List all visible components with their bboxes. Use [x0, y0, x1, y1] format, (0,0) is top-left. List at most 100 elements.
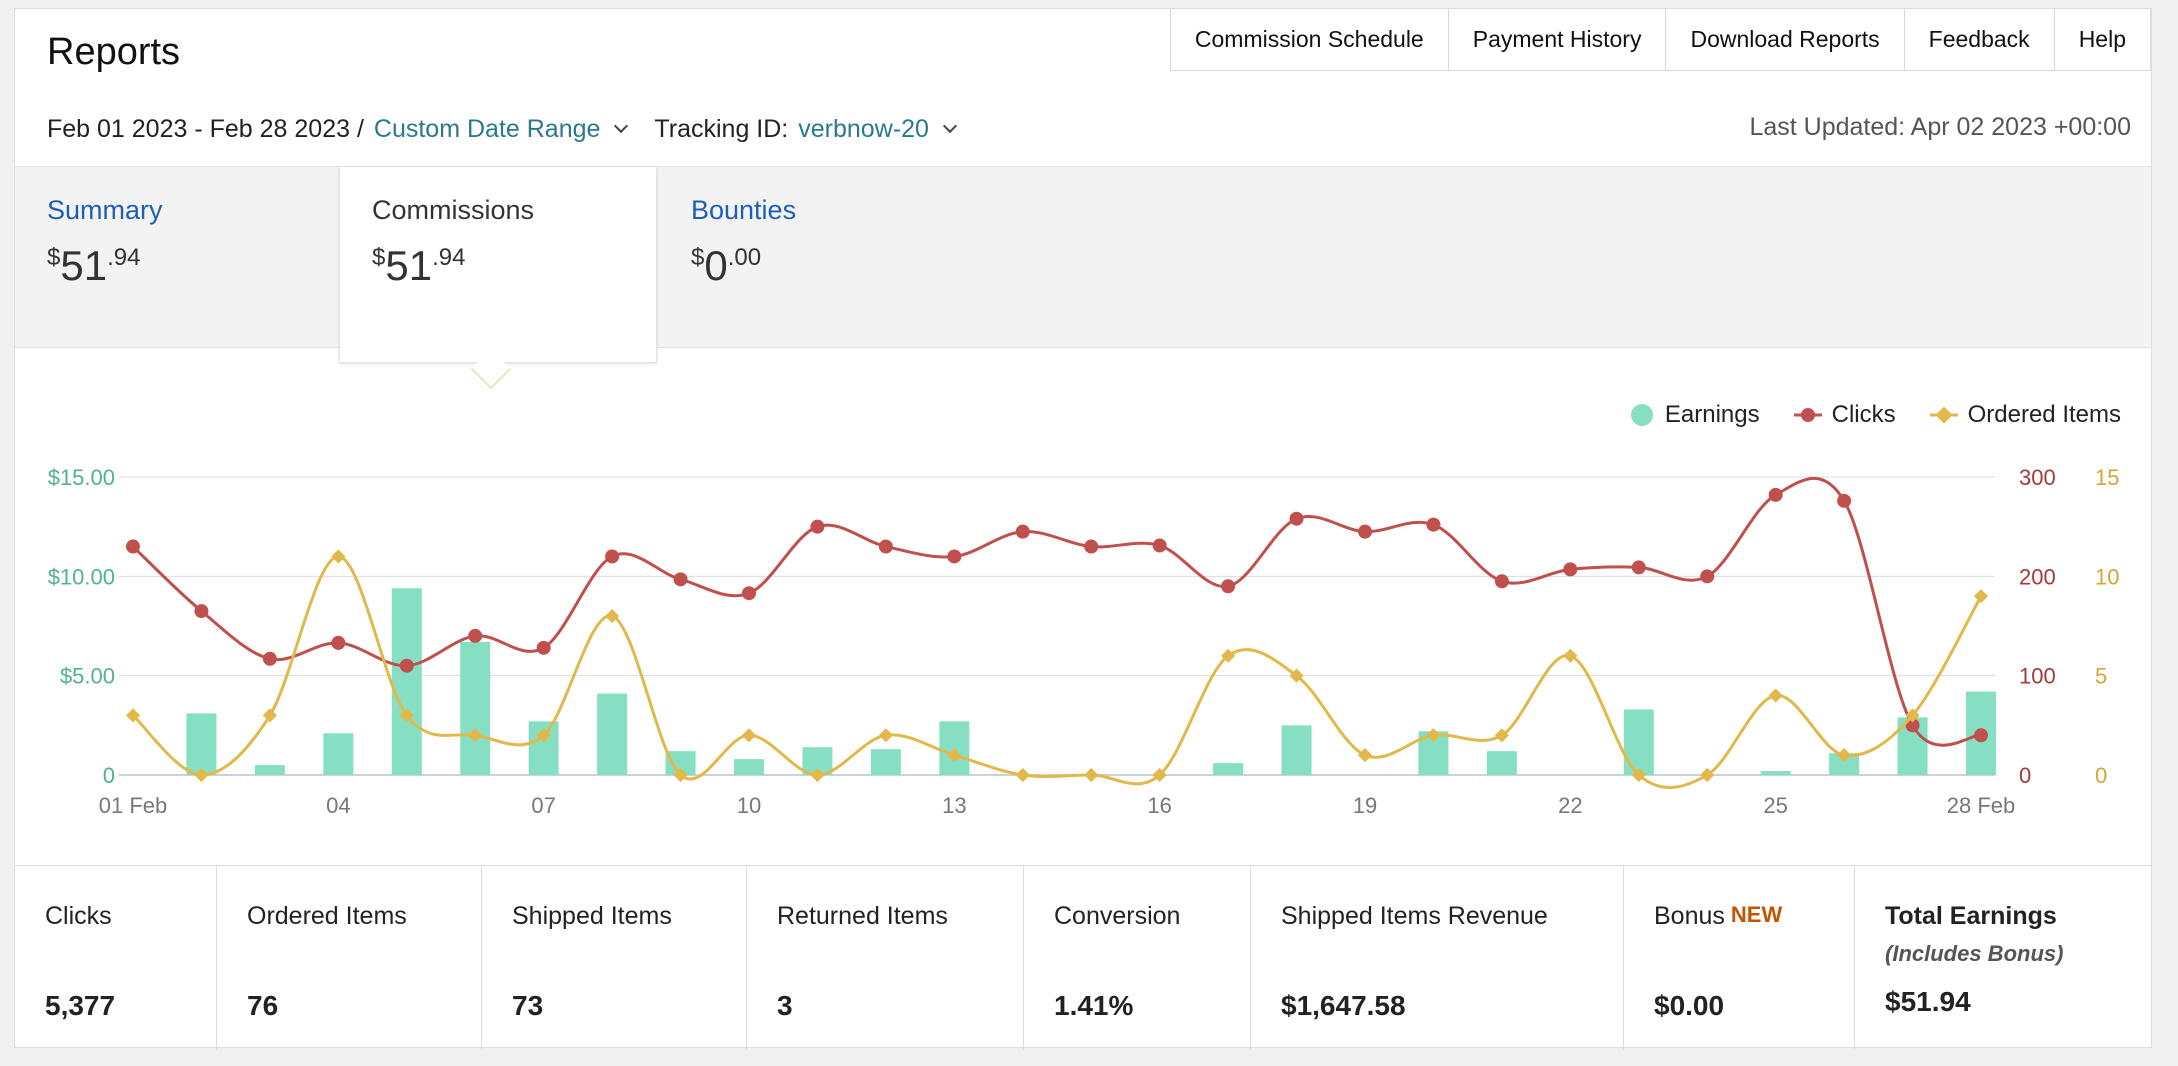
ordered-items-point	[1563, 648, 1578, 663]
stat-value: 5,377	[45, 990, 116, 1021]
clicks-point	[605, 549, 620, 564]
commissions-amount: $51.94	[372, 242, 466, 289]
clicks-point	[262, 651, 277, 666]
clicks-point	[947, 549, 962, 564]
y-tick-label-ordered: 15	[2095, 465, 2119, 490]
y-tick-label-left: $10.00	[48, 564, 115, 589]
top-nav: Commission Schedule Payment History Down…	[1169, 9, 2151, 71]
ordered-items-point	[810, 767, 825, 783]
earnings-bar	[391, 588, 422, 775]
clicks-point	[810, 519, 825, 534]
ordered-items-point	[1700, 767, 1715, 783]
ordered-items-point	[1631, 767, 1646, 783]
x-tick-label: 28 Feb	[1947, 793, 2016, 818]
ordered-items-point	[194, 767, 209, 783]
tracking-id-label: Tracking ID:	[654, 114, 789, 143]
stat-note: (Includes Bonus)	[1885, 941, 2064, 966]
stat-value: $51.94	[1885, 986, 1971, 1017]
earnings-bar	[870, 749, 901, 775]
clicks-point	[194, 604, 209, 619]
legend-ordered-items-label: Ordered Items	[1967, 401, 2121, 428]
stat-value: $1,647.58	[1281, 990, 1406, 1021]
clicks-line-icon	[1793, 408, 1822, 422]
clicks-point	[1768, 487, 1783, 502]
reports-panel: Reports Commission Schedule Payment Hist…	[14, 8, 2152, 1050]
stat-shipped-items-revenue: Shipped Items Revenue $1,647.58	[1251, 866, 1624, 1050]
y-tick-label-left: $5.00	[60, 664, 115, 689]
stat-returned-items: Returned Items 3	[747, 866, 1024, 1050]
chevron-down-icon[interactable]	[942, 118, 957, 134]
stat-value: 1.41%	[1054, 990, 1134, 1021]
ordered-items-line	[131, 554, 1983, 790]
clicks-point	[536, 640, 551, 655]
stat-total-earnings: Total Earnings (Includes Bonus) $51.94	[1855, 866, 2151, 1050]
date-range-dropdown[interactable]: Custom Date Range	[373, 114, 601, 143]
legend-earnings[interactable]: Earnings	[1629, 401, 1760, 429]
tab-bounties[interactable]: Bounties $0.00	[659, 167, 828, 349]
ordered-items-point	[878, 728, 893, 743]
x-tick-label: 16	[1147, 793, 1171, 818]
ordered-items-line-icon	[1929, 406, 1958, 424]
report-tabs: Summary $51.94 Commissions $51.94 Bounti…	[15, 166, 2151, 363]
earnings-bar	[1213, 763, 1244, 775]
clicks-point	[1974, 728, 1988, 743]
tab-commissions[interactable]: Commissions $51.94	[339, 167, 657, 363]
clicks-point	[1631, 560, 1646, 575]
x-tick-label: 22	[1558, 793, 1582, 818]
clicks-point	[1837, 493, 1852, 508]
earnings-bar	[597, 693, 628, 775]
clicks-point	[1358, 524, 1372, 539]
stat-value: 76	[247, 990, 279, 1021]
x-tick-label: 19	[1353, 793, 1377, 818]
stat-value: 73	[512, 990, 544, 1021]
stat-label: Conversion	[1054, 902, 1181, 930]
legend-clicks-label: Clicks	[1831, 401, 1896, 428]
stat-ordered-items: Ordered Items 76	[217, 866, 482, 1050]
stat-label: Clicks	[45, 902, 112, 930]
clicks-point	[1426, 517, 1441, 532]
stat-bonus: Bonus NEW $0.00	[1624, 866, 1855, 1050]
earnings-bar	[460, 641, 491, 775]
y-tick-label-ordered: 5	[2095, 664, 2107, 689]
earnings-bar	[1281, 725, 1312, 775]
ordered-items-point	[1905, 708, 1920, 723]
stat-conversion: Conversion 1.41%	[1024, 866, 1251, 1050]
ordered-items-point	[1426, 728, 1441, 743]
clicks-point	[399, 658, 414, 673]
legend-ordered-items[interactable]: Ordered Items	[1929, 401, 2121, 429]
ordered-items-point	[1152, 767, 1167, 783]
clicks-point	[1152, 538, 1167, 553]
clicks-point	[1015, 524, 1030, 539]
ordered-items-point	[468, 728, 483, 743]
summary-amount: $51.94	[47, 242, 141, 289]
x-tick-label: 07	[531, 793, 555, 818]
ordered-items-point	[947, 748, 962, 763]
ordered-items-point	[741, 728, 757, 743]
download-reports-button[interactable]: Download Reports	[1665, 9, 1905, 71]
x-tick-label: 13	[942, 793, 966, 818]
clicks-point	[673, 572, 688, 587]
stat-clicks: Clicks 5,377	[15, 866, 217, 1050]
ordered-items-point	[1494, 728, 1509, 743]
chevron-down-icon[interactable]	[614, 118, 629, 134]
stat-label: Shipped Items Revenue	[1281, 902, 1548, 930]
earnings-bar	[1829, 753, 1860, 775]
tab-commissions-label: Commissions	[372, 195, 535, 225]
tab-summary[interactable]: Summary $51.94	[15, 167, 195, 349]
stat-label: Returned Items	[777, 902, 948, 930]
earnings-bar	[186, 713, 217, 775]
payment-history-button[interactable]: Payment History	[1447, 9, 1667, 71]
clicks-point	[1905, 718, 1920, 733]
y-tick-label-left: $15.00	[48, 465, 115, 490]
clicks-point	[878, 539, 893, 554]
x-tick-label: 01 Feb	[99, 793, 168, 818]
commission-schedule-button[interactable]: Commission Schedule	[1169, 9, 1449, 71]
help-button[interactable]: Help	[2053, 9, 2151, 71]
stat-value: $0.00	[1654, 990, 1725, 1021]
ordered-items-point	[1357, 748, 1373, 763]
feedback-button[interactable]: Feedback	[1903, 9, 2055, 71]
x-tick-label: 10	[737, 793, 761, 818]
tracking-id-dropdown[interactable]: verbnow-20	[798, 114, 929, 143]
legend-clicks[interactable]: Clicks	[1793, 401, 1896, 429]
chart-legend: Earnings Clicks Ordered Items	[1595, 401, 2121, 429]
